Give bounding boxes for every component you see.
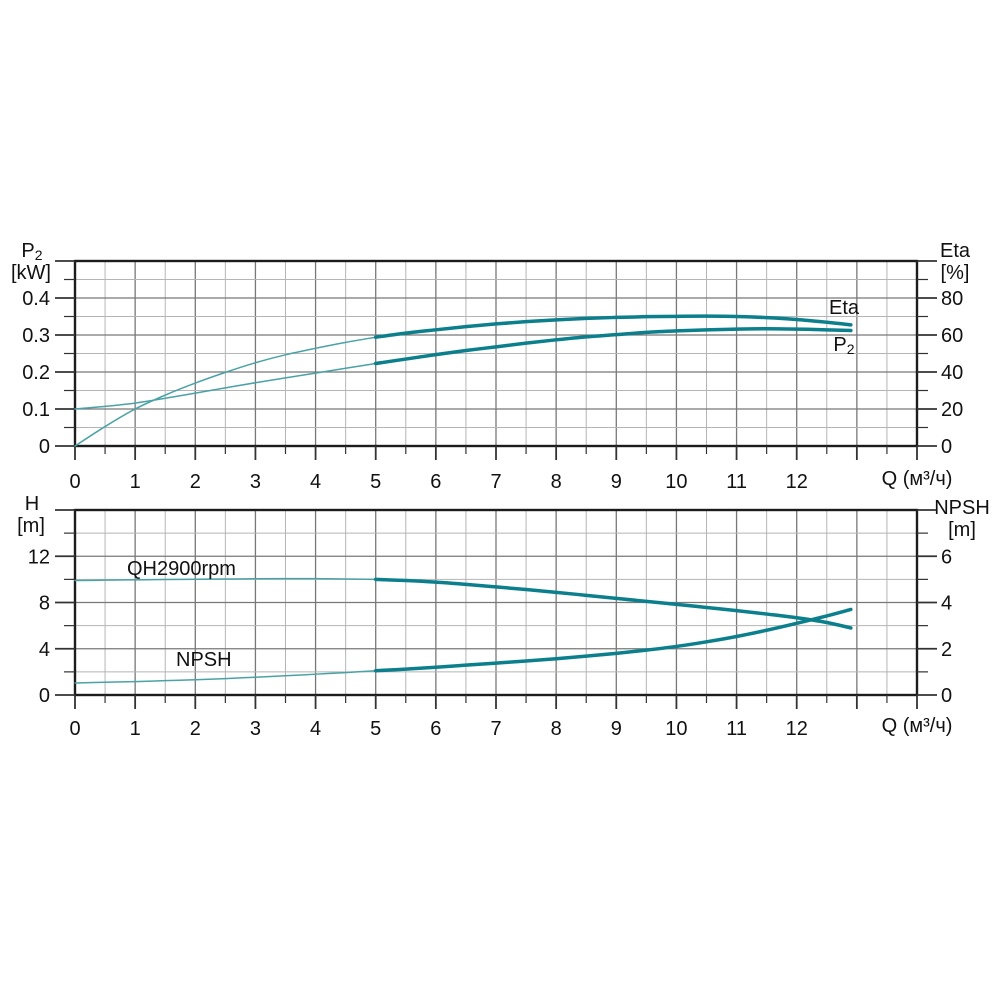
ticks [55, 509, 937, 709]
x-tick-label: 6 [430, 718, 441, 740]
p2-curve-label-sub: 2 [846, 341, 855, 357]
npsh-axis-title: NPSH [934, 497, 990, 519]
p2-curve-label: P2 [818, 334, 870, 356]
y-left-tick-label: 0.3 [22, 325, 50, 347]
y-left-tick-label: 0 [39, 685, 50, 707]
y-right-tick-label: 4 [941, 593, 952, 615]
y-right-tick-label: 80 [941, 288, 963, 310]
npsh-curve-label: NPSH [176, 649, 232, 671]
y-left-tick-label: 0.2 [22, 362, 50, 384]
h-axis-unit: [m] [17, 515, 45, 537]
q-axis-label-bottom: Q (м³/ч) [881, 715, 953, 737]
x-tick-label: 10 [665, 471, 687, 493]
h-axis-title: H [24, 493, 40, 515]
q-axis-label-top: Q (м³/ч) [881, 468, 953, 490]
y-right-tick-label: 40 [941, 362, 963, 384]
curve-eta [74, 314, 853, 447]
curve-p2 [74, 326, 853, 410]
y-right-tick-label: 2 [941, 639, 952, 661]
y-left-tick-label: 12 [28, 546, 50, 568]
curve-qh2900rpm [74, 577, 853, 630]
x-tick-label: 4 [310, 471, 321, 493]
y-right-tick-label: 0 [941, 436, 952, 458]
x-tick-label: 5 [370, 471, 381, 493]
eta-axis-title: Eta [939, 240, 971, 262]
curve-bold-segment [373, 314, 853, 339]
x-tick-label: 0 [69, 471, 80, 493]
p2-axis-title-main: P [21, 240, 35, 262]
x-tick-label: 1 [130, 471, 141, 493]
x-tick-label: 10 [665, 718, 687, 740]
x-tick-label: 11 [726, 718, 747, 740]
curve-thin-segment [74, 362, 377, 410]
x-tick-label: 1 [130, 718, 141, 740]
x-tick-label: 7 [490, 471, 501, 493]
x-tick-label: 2 [190, 718, 201, 740]
y-right-tick-label: 6 [941, 546, 952, 568]
curve-thin-segment [74, 336, 377, 447]
y-right-tick-label: 60 [941, 325, 963, 347]
x-tick-label: 11 [726, 471, 747, 493]
y-left-tick-label: 4 [39, 639, 50, 661]
y-left-tick-label: 0.4 [22, 288, 50, 310]
x-tick-label: 12 [786, 471, 808, 493]
x-tick-label: 5 [370, 718, 381, 740]
x-tick-label: 8 [551, 718, 562, 740]
p2-axis-title-sub: 2 [34, 247, 43, 263]
p2-curve-label-main: P [833, 334, 847, 356]
ticks [55, 260, 937, 460]
x-tick-label: 6 [430, 471, 441, 493]
curve-bold-segment [373, 607, 853, 673]
x-tick-label: 9 [611, 718, 622, 740]
qh-curve-label: QH2900rpm [127, 558, 236, 580]
p2-axis-title: P2 [6, 240, 58, 262]
grid [75, 510, 917, 695]
curve-bold-segment [373, 326, 853, 366]
y-right-tick-label: 0 [941, 685, 952, 707]
x-tick-label: 7 [490, 718, 501, 740]
x-tick-label: 4 [310, 718, 321, 740]
curve-thin-segment [74, 669, 377, 684]
y-left-tick-label: 0 [39, 436, 50, 458]
p2-axis-unit: [kW] [11, 262, 51, 284]
y-left-tick-label: 8 [39, 593, 50, 615]
x-tick-label: 3 [250, 471, 261, 493]
y-right-tick-label: 20 [941, 399, 963, 421]
curve-thin-segment [74, 577, 377, 582]
x-tick-label: 0 [69, 718, 80, 740]
x-tick-label: 3 [250, 718, 261, 740]
curve-npsh [74, 607, 853, 684]
curve-bold-segment [373, 577, 853, 630]
eta-axis-unit: [%] [940, 262, 970, 284]
x-tick-label: 2 [190, 471, 201, 493]
eta-curve-label: Eta [828, 297, 860, 319]
y-left-tick-label: 0.1 [22, 399, 50, 421]
x-tick-label: 9 [611, 471, 622, 493]
npsh-axis-unit: [m] [948, 519, 976, 541]
x-tick-label: 12 [786, 718, 808, 740]
x-tick-label: 8 [551, 471, 562, 493]
grid [75, 261, 917, 446]
